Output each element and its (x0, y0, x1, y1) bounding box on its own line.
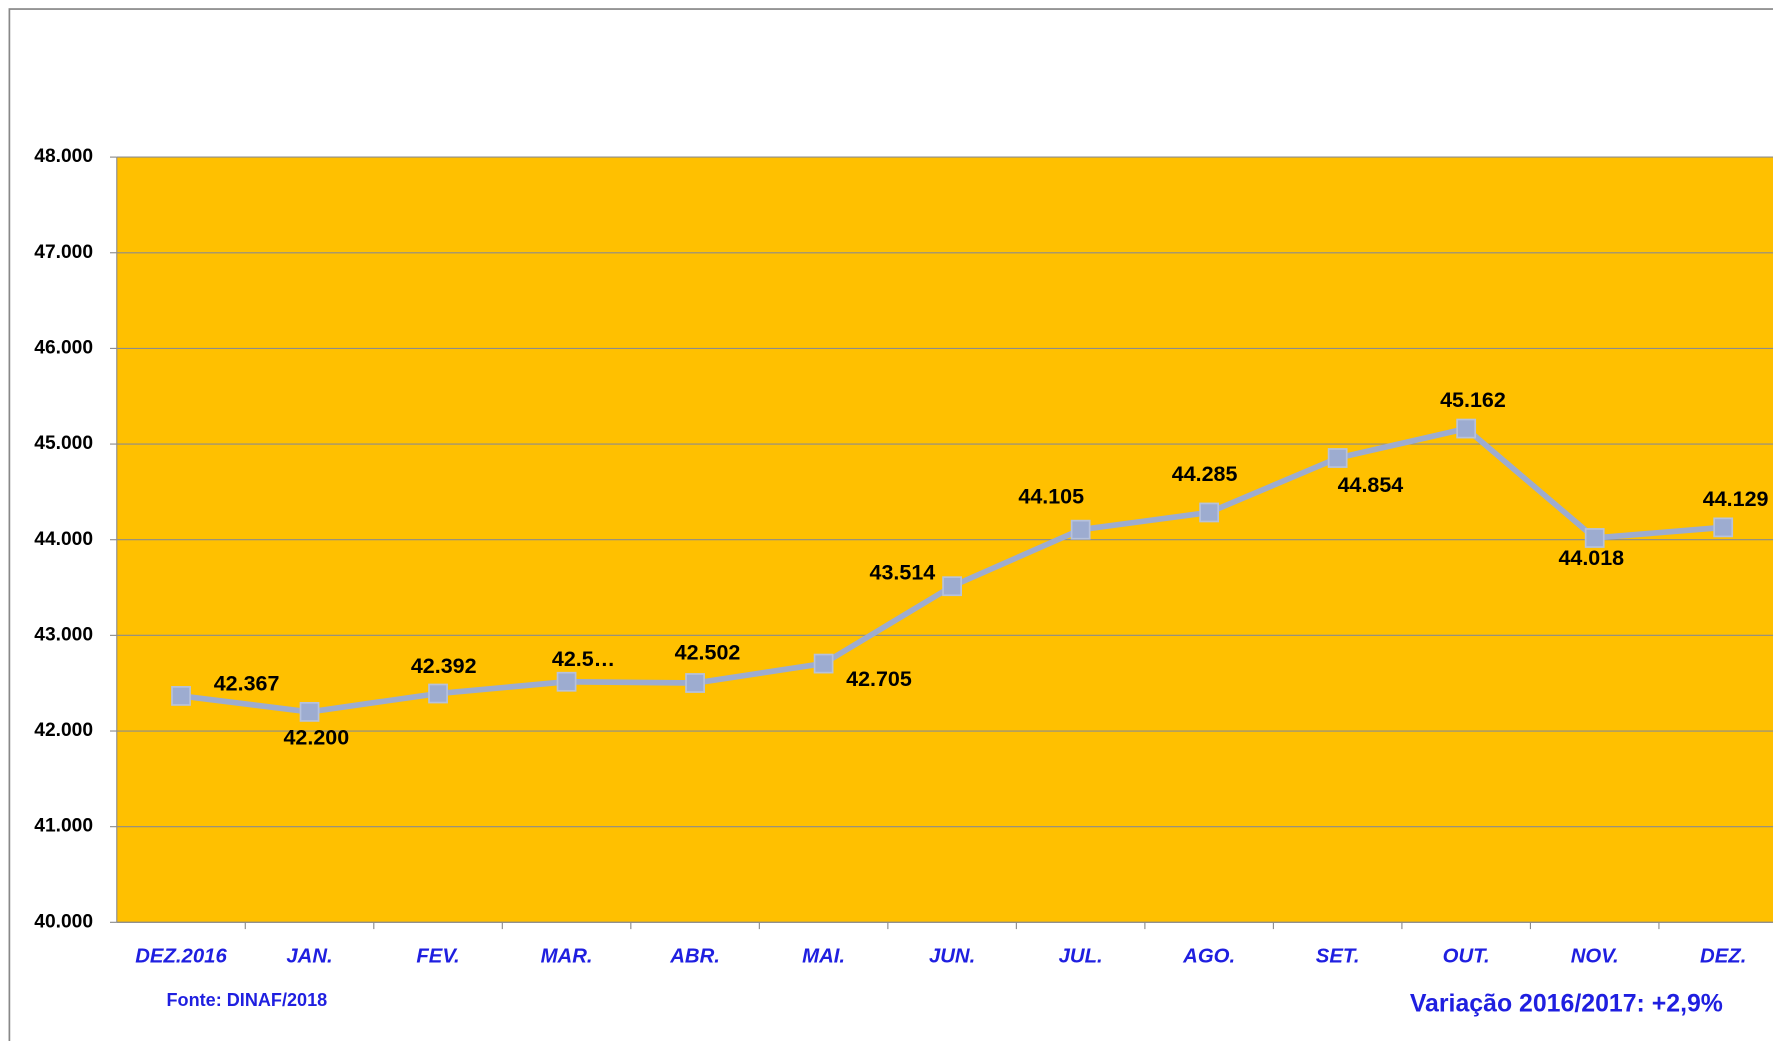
x-tick-label: SET. (1316, 946, 1360, 968)
point-marker (1199, 502, 1220, 523)
data-label: 42.705 (846, 667, 912, 691)
x-tick-label: JUL. (1059, 946, 1103, 968)
y-tick-label: 41.000 (34, 816, 93, 837)
data-label: 44.129 (1703, 487, 1769, 511)
x-tick-label: MAI. (802, 946, 845, 968)
data-label: 42.392 (411, 654, 477, 678)
data-label: 45.162 (1440, 388, 1506, 412)
point-marker (1713, 517, 1734, 538)
data-label: 44.285 (1172, 462, 1238, 486)
point-marker (813, 653, 834, 674)
x-tick-label: OUT. (1443, 946, 1490, 968)
x-tick-label: ABR. (669, 946, 720, 968)
data-label: 42.200 (283, 726, 349, 750)
x-tick-label: JAN. (286, 946, 332, 968)
x-tick-label: NOV. (1571, 946, 1619, 968)
source-note: Fonte: DINAF/2018 (167, 990, 328, 1010)
point-marker (1070, 519, 1091, 540)
point-marker (1456, 418, 1477, 439)
data-label: 43.514 (870, 560, 936, 584)
y-tick-label: 40.000 (34, 911, 93, 932)
x-tick-label: DEZ.2016 (135, 946, 227, 968)
y-tick-label: 42.000 (34, 720, 93, 741)
point-marker (428, 683, 448, 704)
point-marker (299, 701, 320, 722)
y-tick-label: 47.000 (34, 242, 93, 263)
data-label: 44.105 (1018, 485, 1084, 509)
x-tick-label: JUN. (929, 946, 975, 968)
x-tick-label: MAR. (541, 946, 593, 968)
y-tick-label: 48.000 (34, 146, 93, 167)
point-marker (1584, 528, 1605, 548)
y-tick-label: 43.000 (34, 624, 93, 645)
point-marker (942, 576, 963, 597)
data-label: 42.367 (214, 671, 280, 695)
data-label: 44.018 (1558, 546, 1624, 570)
data-label: 42.5… (552, 647, 615, 671)
data-label: 42.502 (675, 640, 741, 664)
point-marker (685, 673, 705, 693)
y-tick-label: 44.000 (34, 529, 93, 550)
point-marker (171, 686, 191, 706)
variation-note: Variação 2016/2017: +2,9% (1410, 989, 1723, 1017)
y-tick-label: 45.000 (34, 433, 93, 454)
point-marker (1327, 448, 1348, 468)
x-tick-label: AGO. (1182, 946, 1235, 968)
data-label: 44.854 (1338, 473, 1404, 497)
point-marker (556, 671, 577, 692)
x-tick-label: FEV. (416, 946, 459, 968)
x-tick-label: DEZ. (1700, 946, 1746, 968)
y-tick-label: 46.000 (34, 337, 93, 358)
